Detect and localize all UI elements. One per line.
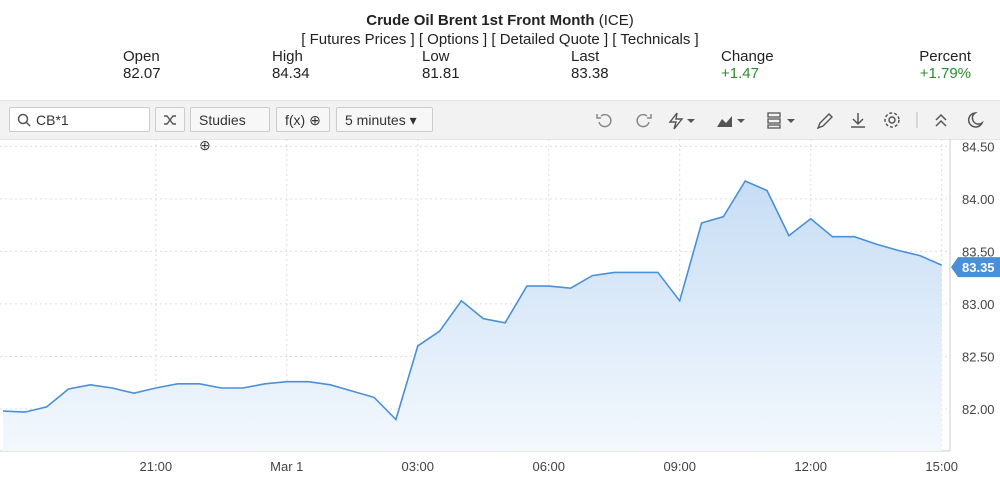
quote-value: 82.07 xyxy=(123,65,161,82)
quote-label: Change xyxy=(721,48,774,65)
x-tick-label: 06:00 xyxy=(532,459,565,474)
symbol-input[interactable]: CB*1 xyxy=(9,107,150,132)
title: Crude Oil Brent 1st Front Month (ICE) xyxy=(0,12,1000,29)
quote: High 84.34 xyxy=(272,48,310,82)
functions-button[interactable]: f(x) ⊕ xyxy=(276,107,330,132)
shuffle-icon xyxy=(164,115,176,125)
x-tick-label: 03:00 xyxy=(401,459,434,474)
quote: Open 82.07 xyxy=(123,48,161,82)
functions: f(x) xyxy=(285,112,306,128)
interval-button[interactable]: 5 minutes ▾ xyxy=(336,107,433,132)
x-tick-label: 12:00 xyxy=(794,459,827,474)
exchange: (ICE) xyxy=(598,12,634,29)
link[interactable]: [ Options ] xyxy=(418,31,488,48)
link[interactable]: [ Technicals ] xyxy=(612,31,699,48)
y-tick-label: 82.50 xyxy=(962,349,995,364)
y-tick-label: 82.00 xyxy=(962,402,995,417)
x-tick-label: 09:00 xyxy=(663,459,696,474)
quote: Last 83.38 xyxy=(571,48,609,82)
symbol: CB*1 xyxy=(36,112,69,128)
link[interactable]: [ Detailed Quote ] xyxy=(491,31,609,48)
search-icon xyxy=(17,113,31,127)
last-price-label: 83.35 xyxy=(962,260,995,275)
y-tick-label: 83.50 xyxy=(962,244,995,259)
x-tick-label: 21:00 xyxy=(140,459,173,474)
link[interactable]: [ Futures Prices ] xyxy=(301,31,415,48)
toolbar: CB*1 Studies ⊕ f(x) ⊕ 5 minutes ▾ xyxy=(0,100,1000,153)
instrument: Crude Oil Brent 1st Front Month xyxy=(366,12,595,29)
quote: Change +1.47 xyxy=(721,48,774,82)
quote-label: High xyxy=(272,48,303,65)
quote-value: 84.34 xyxy=(272,65,310,82)
compare-button[interactable] xyxy=(155,107,185,132)
y-tick-label: 84.50 xyxy=(962,139,995,154)
price-line xyxy=(2,179,943,422)
quote-label: Open xyxy=(123,48,160,65)
quote-label: Low xyxy=(422,48,450,65)
studies-button[interactable]: Studies ⊕ xyxy=(190,107,270,153)
links: [ Futures Prices ] [ Options ] [ Detaile… xyxy=(0,31,1000,48)
quote-value: 83.38 xyxy=(571,65,609,82)
y-tick-label: 83.00 xyxy=(962,297,995,312)
quote-label: Percent xyxy=(919,48,971,65)
toolbar-icons xyxy=(596,111,984,130)
quote-label: Last xyxy=(571,48,600,65)
x-tick-label: Mar 1 xyxy=(270,459,303,474)
last-price-tag xyxy=(951,257,1000,278)
interval: 5 minutes xyxy=(345,112,406,128)
x-tick-label: 15:00 xyxy=(925,459,958,474)
y-tick-label: 84.00 xyxy=(962,192,995,207)
quote: Percent +1.79% xyxy=(919,48,971,82)
quote-value: 81.81 xyxy=(422,65,460,82)
quote-value: +1.79% xyxy=(919,65,971,82)
quote-value: +1.47 xyxy=(721,65,759,82)
quote: Low 81.81 xyxy=(422,48,460,82)
area xyxy=(3,181,942,451)
studies: Studies xyxy=(199,112,246,128)
